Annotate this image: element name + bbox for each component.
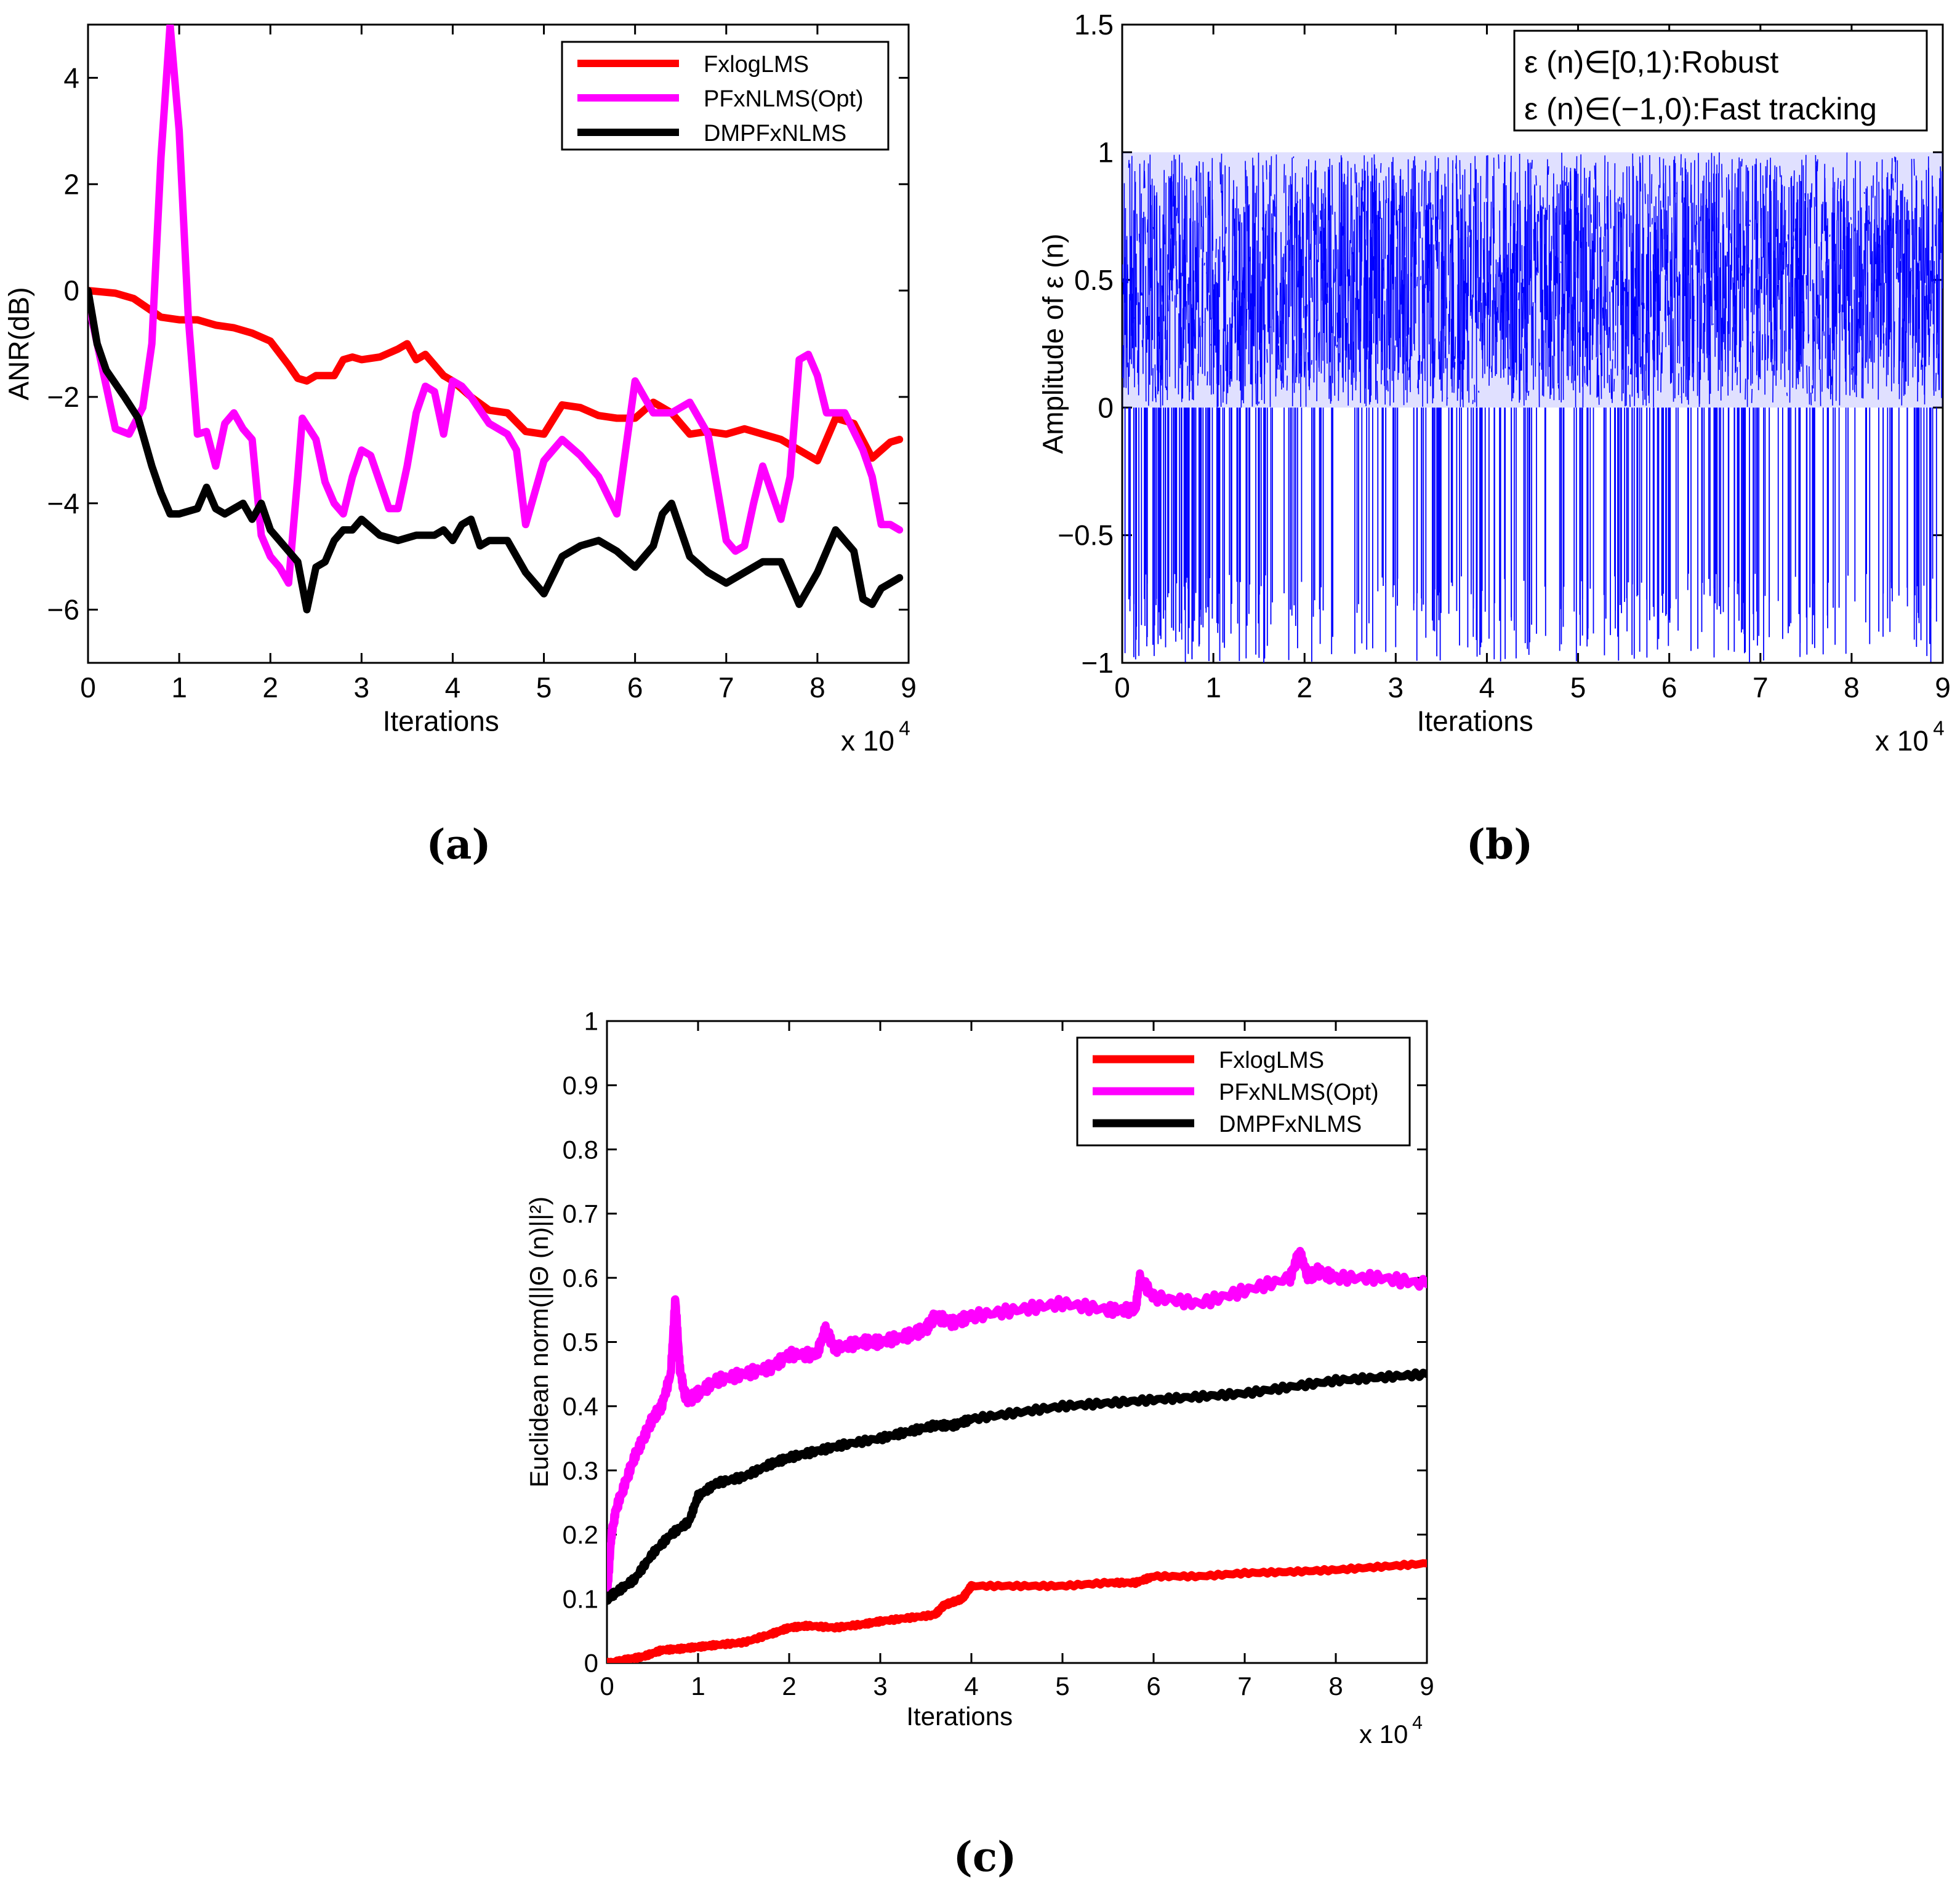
y-tick-label: 0 <box>63 274 79 306</box>
x-tick-label: 8 <box>1328 1672 1343 1701</box>
x-multiplier-exponent: 4 <box>1412 1713 1423 1733</box>
y-axis-label: ANR(dB) <box>2 287 34 400</box>
x-tick-label: 5 <box>536 671 552 703</box>
x-tick-label: 5 <box>1055 1672 1069 1701</box>
y-tick-label: 0.7 <box>563 1200 598 1228</box>
legend-label: DMPFxNLMS <box>704 121 846 146</box>
x-tick-label: 6 <box>1661 671 1677 703</box>
x-tick-label: 3 <box>354 671 370 703</box>
annotation-box: ε (n)∈[0,1):Robust ε (n)∈(−1,0):Fast trac… <box>1513 30 1928 132</box>
y-tick-label: −2 <box>47 381 79 413</box>
series-group <box>1122 152 1943 663</box>
x-tick-label: 9 <box>1420 1672 1434 1701</box>
y-tick-label: 0.5 <box>1074 264 1114 296</box>
x-tick-label: 6 <box>627 671 643 703</box>
x-tick-label: 9 <box>1935 671 1951 703</box>
x-tick-label: 6 <box>1146 1672 1160 1701</box>
y-tick-label: 1 <box>584 1007 598 1036</box>
x-tick-label: 3 <box>873 1672 887 1701</box>
y-tick-label: 2 <box>63 168 79 200</box>
x-tick-label: 0 <box>1114 671 1130 703</box>
legend-label: FxlogLMS <box>704 52 809 78</box>
y-tick-label: 0.8 <box>563 1135 598 1164</box>
x-tick-label: 9 <box>901 671 917 703</box>
x-tick-label: 0 <box>600 1672 614 1701</box>
x-axis-label: Iterations <box>383 705 499 737</box>
y-tick-label: 0.9 <box>563 1071 598 1100</box>
x-tick-label: 3 <box>1388 671 1404 703</box>
y-tick-label: −0.5 <box>1058 519 1114 551</box>
y-axis-label: Euclidean norm(||Θ (n)||²) <box>524 1196 553 1488</box>
x-tick-label: 0 <box>80 671 96 703</box>
panel-label: (b) <box>1466 820 1533 868</box>
y-tick-label: 0.4 <box>563 1392 598 1421</box>
x-tick-label: 8 <box>809 671 825 703</box>
x-tick-label: 2 <box>782 1672 796 1701</box>
y-axis-label: Amplitude of ε (n) <box>1037 234 1069 454</box>
series-group <box>607 1246 1427 1663</box>
x-tick-label: 8 <box>1844 671 1860 703</box>
x-tick-label: 4 <box>964 1672 978 1701</box>
y-tick-label: 0 <box>584 1649 598 1678</box>
x-multiplier-exponent: 4 <box>899 717 910 740</box>
legend-label: FxlogLMS <box>1219 1048 1324 1073</box>
panel-label: (a) <box>426 820 491 868</box>
y-tick-label: −4 <box>47 487 79 519</box>
series-line-pfxnlmsopt <box>88 25 904 587</box>
x-tick-label: 1 <box>1205 671 1221 703</box>
y-tick-label: 1 <box>1098 137 1114 169</box>
y-tick-label: 0.3 <box>563 1456 598 1485</box>
x-tick-label: 4 <box>445 671 461 703</box>
x-tick-label: 5 <box>1570 671 1586 703</box>
annotation-frame <box>1513 30 1928 132</box>
x-axis-label: Iterations <box>906 1702 1013 1731</box>
series-group <box>88 25 904 614</box>
panel-label: (c) <box>954 1833 1017 1881</box>
legend: FxlogLMS PFxNLMS(Opt) DMPFxNLMS <box>561 41 890 151</box>
legend-label: DMPFxNLMS <box>1219 1112 1362 1137</box>
legend: FxlogLMS PFxNLMS(Opt) DMPFxNLMS <box>1076 1036 1411 1147</box>
panel-b-chart: 0 1 2 3 4 5 6 7 8 9 −1 −0.5 0 0.5 1 1.5 Iterations Amplit… <box>1037 9 1950 868</box>
annotation-line: ε (n)∈[0,1):Robust <box>1524 45 1778 79</box>
y-tick-label: 0.2 <box>563 1520 598 1549</box>
x-tick-label: 1 <box>691 1672 705 1701</box>
x-tick-label: 2 <box>262 671 278 703</box>
y-tick-label: 0.1 <box>563 1584 598 1613</box>
x-tick-label: 4 <box>1479 671 1495 703</box>
series-line-pfxnlmsopt <box>607 1246 1427 1600</box>
y-tick-label: −1 <box>1082 647 1114 679</box>
x-multiplier-label: x 10 <box>1359 1720 1408 1749</box>
x-multiplier-exponent: 4 <box>1933 717 1944 740</box>
y-tick-label: 4 <box>63 62 79 94</box>
series-line-dmpfxnlms <box>607 1368 1427 1605</box>
x-axis-label: Iterations <box>1417 705 1533 737</box>
y-tick-label: 0 <box>1098 391 1114 423</box>
x-multiplier-label: x 10 <box>1875 725 1929 757</box>
x-tick-label: 7 <box>1237 1672 1251 1701</box>
y-tick-label: 1.5 <box>1074 9 1114 41</box>
panel-c-chart: 0 1 2 3 4 5 6 7 8 9 0 0.1 0.2 0.3 0.4 0.5 0.6 0.7 0.8 0.9 1 I… <box>524 1007 1434 1881</box>
y-tick-label: 0.5 <box>563 1328 598 1356</box>
epsilon-positive-shade <box>1122 152 1943 408</box>
epsilon-positive-band <box>1122 152 1943 408</box>
x-multiplier-label: x 10 <box>841 725 894 757</box>
legend-label: PFxNLMS(Opt) <box>704 86 864 112</box>
legend-label: PFxNLMS(Opt) <box>1219 1080 1379 1105</box>
x-tick-label: 2 <box>1296 671 1312 703</box>
series-line-fxloglms <box>607 1559 1427 1663</box>
y-tick-label: 0.6 <box>563 1264 598 1292</box>
x-tick-label: 1 <box>171 671 187 703</box>
x-tick-label: 7 <box>718 671 734 703</box>
series-line-dmpfxnlms <box>88 287 904 614</box>
x-tick-label: 7 <box>1753 671 1769 703</box>
y-tick-label: −6 <box>47 594 79 626</box>
epsilon-negative-spikes <box>1124 407 1937 663</box>
annotation-line: ε (n)∈(−1,0):Fast tracking <box>1524 92 1877 126</box>
